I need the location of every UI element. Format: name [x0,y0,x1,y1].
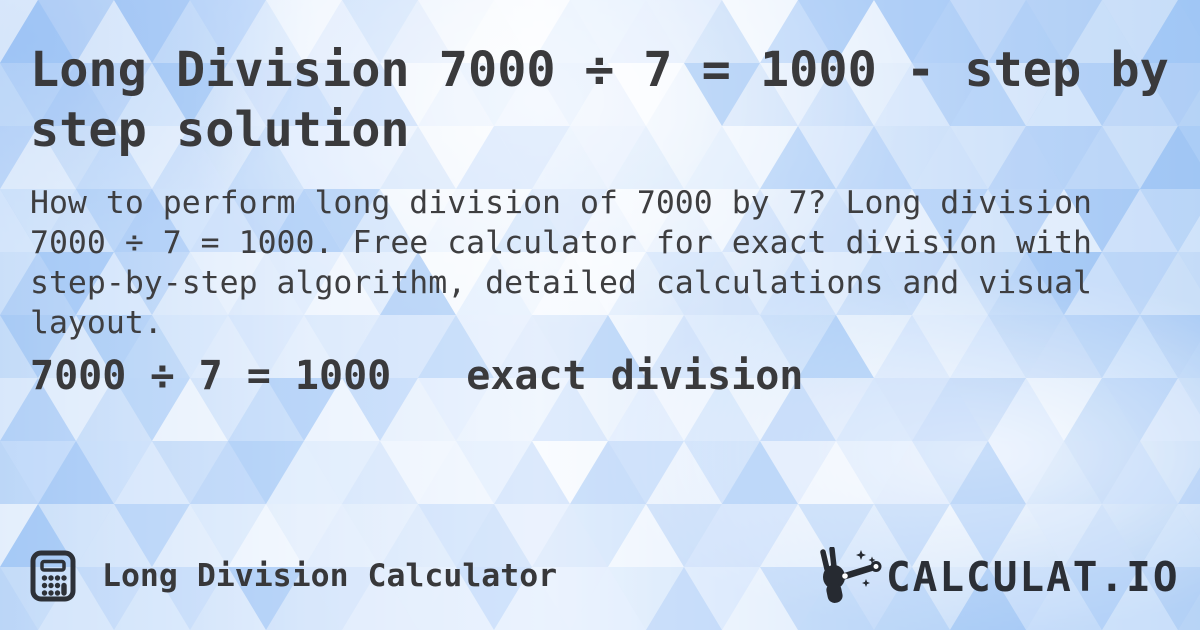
magic-wand-icon [820,547,882,603]
result-note: exact division [466,353,804,399]
result-line: 7000 ÷ 7 = 1000 exact division [30,352,803,400]
brand-text: CALCULAT.IO [886,553,1180,601]
page-title: Long Division 7000 ÷ 7 = 1000 - step by … [30,42,1169,158]
footer-app: Long Division Calculator [30,548,557,604]
footer-app-label: Long Division Calculator [102,558,558,594]
brand-logo: CALCULAT.IO [814,546,1180,608]
page-description: How to perform long division of 7000 by … [30,185,1093,341]
result-equation: 7000 ÷ 7 = 1000 [30,353,392,399]
calculator-icon [30,550,76,602]
